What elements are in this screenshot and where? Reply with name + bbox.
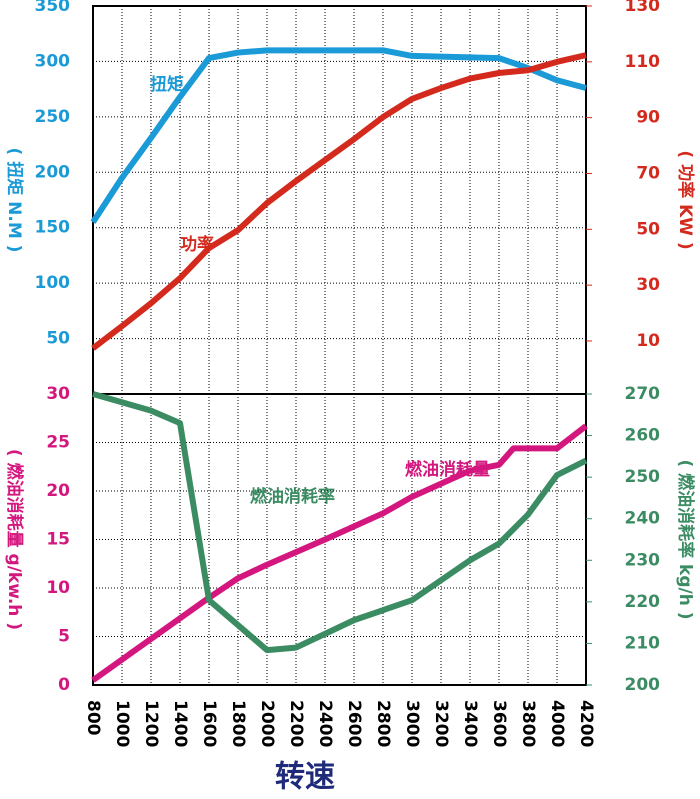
y-tick-label: 350 [35,0,71,16]
y-axis-title: ( 燃油消耗量 g/kw.h ) [4,449,25,630]
y2-tick-label: 270 [625,384,661,404]
series-label: 燃油消耗量 [405,459,490,480]
y-tick-label: 5 [58,627,70,647]
y-tick-label: 50 [46,329,70,349]
x-tick-label: 3600 [489,700,509,747]
x-tick-label: 2400 [315,700,335,747]
series-line [91,52,587,351]
y-tick-label: 10 [46,578,70,598]
y-tick-label: 25 [46,433,70,453]
y-axis-title: ( 扭矩 N.M ) [4,148,25,253]
x-axis-title: 转速 [275,760,335,795]
plot-frame [92,5,587,686]
y-tick-label: 0 [58,675,70,695]
x-tick-label: 2200 [286,700,306,747]
series-line [92,391,588,654]
y-tick-label: 250 [35,107,71,127]
y2-tick-label: 30 [636,275,660,295]
y-tick-label: 15 [46,530,70,550]
x-tick-label: 3000 [402,700,422,747]
series-label: 燃油消耗率 [250,486,335,507]
series-label: 扭矩 [150,74,184,95]
x-tick-label: 4200 [576,700,596,747]
y2-tick-label: 10 [636,331,660,351]
y2-tick-label: 260 [625,426,661,446]
y-tick-label: 300 [35,51,71,71]
y-tick-label: 100 [35,273,71,293]
series-label: 功率 [180,234,214,255]
y2-tick-label: 240 [625,509,661,529]
y2-tick-label: 50 [636,219,660,239]
x-tick-label: 800 [83,700,103,736]
y2-tick-label: 210 [625,633,661,653]
x-tick-label: 4000 [547,700,567,747]
y2-tick-label: 130 [625,0,661,16]
x-tick-label: 1400 [170,700,190,747]
y-tick-label: 200 [35,162,71,182]
y2-tick-label: 220 [625,592,661,612]
x-tick-label: 2000 [257,700,277,747]
x-tick-label: 2600 [344,700,364,747]
x-tick-label: 2800 [373,700,393,747]
y-tick-label: 150 [35,218,71,238]
y2-axis-title: ( 功率 KW ) [675,150,696,249]
x-tick-label: 1800 [228,700,248,747]
x-tick-label: 3200 [431,700,451,747]
y2-tick-label: 70 [636,163,660,183]
y2-tick-label: 250 [625,467,661,487]
y2-tick-label: 230 [625,550,661,570]
x-tick-label: 1600 [199,700,219,747]
y2-tick-label: 110 [625,52,661,72]
x-tick-label: 1200 [141,700,161,747]
x-tick-label: 3800 [518,700,538,747]
x-tick-label: 1000 [112,700,132,747]
y-tick-label: 30 [46,384,70,404]
series-line [91,423,588,683]
y2-tick-label: 200 [625,675,661,695]
y2-axis-title: ( 燃油消耗率 kg/h ) [675,459,696,619]
y-tick-label: 20 [46,481,70,501]
y2-tick-label: 90 [636,108,660,128]
x-tick-label: 3400 [460,700,480,747]
